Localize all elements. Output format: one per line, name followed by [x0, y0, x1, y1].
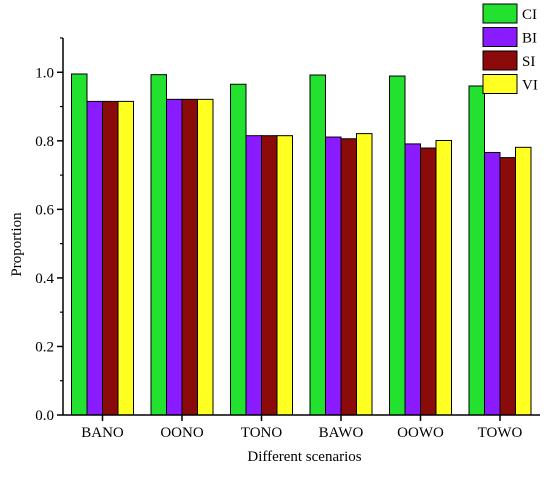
legend-swatch-si: [482, 50, 518, 71]
y-tick-label: 0.6: [35, 202, 54, 218]
bar-bi-bano: [86, 100, 103, 416]
legend-label-bi: BI: [522, 31, 537, 47]
bar-ci-towo: [468, 85, 485, 416]
bar-ci-bawo: [309, 74, 326, 416]
legend-label-ci: CI: [522, 7, 537, 23]
x-tick-label: TONO: [241, 425, 283, 441]
y-tick-label: 1.0: [35, 65, 54, 81]
legend-swatch-vi: [482, 74, 518, 94]
bar-bi-tono: [245, 135, 262, 416]
bar-bi-bawo: [325, 136, 342, 416]
axes-layer: 0.0 0.2 0.4 0.6 0.8 1.0 BANO OONO TONO BAWO OOWO TO…: [35, 37, 540, 441]
bars-layer: [71, 73, 532, 416]
x-tick-label: BANO: [81, 425, 124, 441]
y-axis-title: Proportion: [9, 212, 25, 277]
bar-vi-bano: [117, 100, 134, 416]
bar-si-oowo: [420, 147, 437, 416]
x-tick-label: OONO: [160, 425, 203, 441]
bar-ci-oono: [150, 74, 167, 416]
y-tick-label: 0.2: [35, 339, 54, 355]
bar-vi-oowo: [435, 139, 452, 416]
legend-swatch-ci: [482, 3, 518, 24]
bar-si-tono: [261, 135, 278, 416]
bar-ci-oowo: [389, 75, 406, 416]
bar-ci-tono: [230, 83, 247, 416]
y-tick-label: 0.0: [35, 408, 54, 424]
bar-si-oono: [181, 98, 198, 416]
bar-vi-tono: [276, 135, 293, 416]
bar-si-towo: [499, 157, 516, 416]
x-tick-label: TOWO: [478, 425, 523, 441]
x-tick-label: BAWO: [319, 425, 364, 441]
bar-vi-towo: [515, 146, 532, 416]
bar-ci-bano: [71, 73, 88, 416]
x-tick-label: OOWO: [397, 425, 444, 441]
bar-bi-towo: [484, 151, 501, 416]
bar-si-bawo: [340, 138, 357, 416]
legend-swatch-bi: [482, 27, 518, 47]
x-axis-title: Different scenarios: [247, 449, 361, 465]
legend-label-vi: VI: [522, 78, 538, 94]
bar-bi-oono: [166, 98, 183, 416]
y-tick-label: 0.8: [35, 134, 54, 150]
bar-bi-oowo: [404, 143, 421, 416]
y-tick-label: 0.4: [35, 271, 54, 287]
legend: CI BI SI VI: [482, 3, 538, 94]
bar-vi-bawo: [356, 133, 373, 416]
bar-vi-oono: [197, 98, 214, 416]
bar-si-bano: [102, 100, 119, 416]
legend-label-si: SI: [522, 54, 535, 70]
